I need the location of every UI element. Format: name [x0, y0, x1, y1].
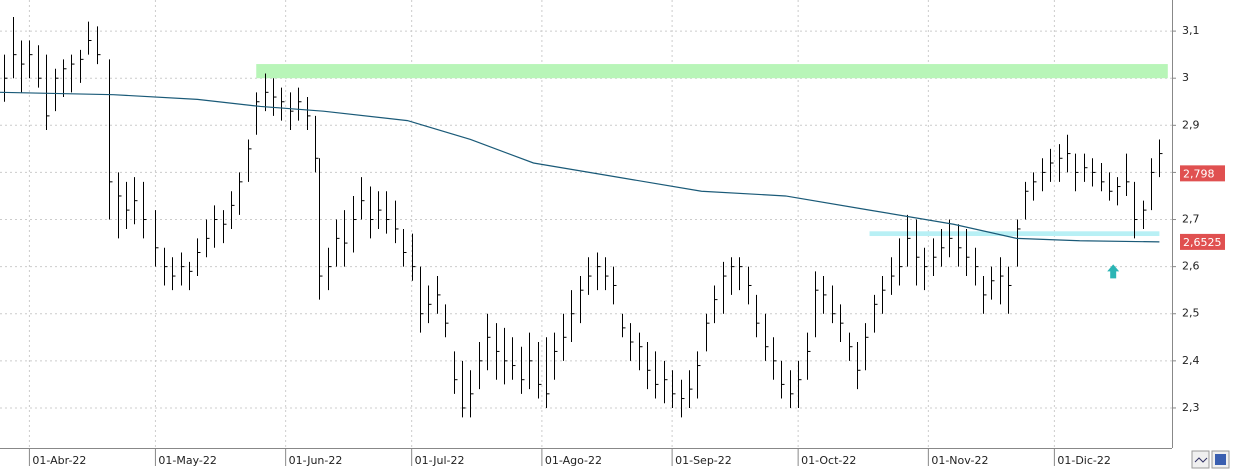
x-tick-label: 01-May-22 [158, 454, 216, 467]
zone [869, 231, 1160, 237]
x-tick-label: 01-Jul-22 [415, 454, 465, 467]
x-tick-label: 01-Ago-22 [545, 454, 602, 467]
price-label: 2,798 [1183, 167, 1215, 180]
y-tick-label: 3 [1182, 71, 1189, 84]
zone [256, 64, 1168, 79]
y-tick-label: 2,4 [1182, 354, 1200, 367]
y-tick-label: 3,1 [1182, 24, 1200, 37]
price-label: 2,6525 [1183, 236, 1222, 249]
y-tick-label: 2,3 [1182, 401, 1200, 414]
y-tick-label: 2,7 [1182, 213, 1200, 226]
price-label-box [1180, 233, 1225, 250]
y-tick-label: 2,6 [1182, 260, 1200, 273]
price-label-box [1180, 165, 1225, 182]
x-tick-label: 01-Nov-22 [931, 454, 988, 467]
x-tick-label: 01-Oct-22 [801, 454, 856, 467]
x-tick-label: 01-Dic-22 [1057, 454, 1111, 467]
save-icon [1215, 454, 1226, 465]
x-tick-label: 01-Sep-22 [675, 454, 732, 467]
x-tick-label: 01-Abr-22 [32, 454, 86, 467]
arrow [1107, 264, 1120, 279]
moving-average [0, 91, 1160, 243]
y-tick-label: 2,9 [1182, 118, 1200, 131]
x-tick-label: 01-Jun-22 [289, 454, 343, 467]
y-tick-label: 2,5 [1182, 307, 1200, 320]
scale-icon [1194, 457, 1208, 463]
